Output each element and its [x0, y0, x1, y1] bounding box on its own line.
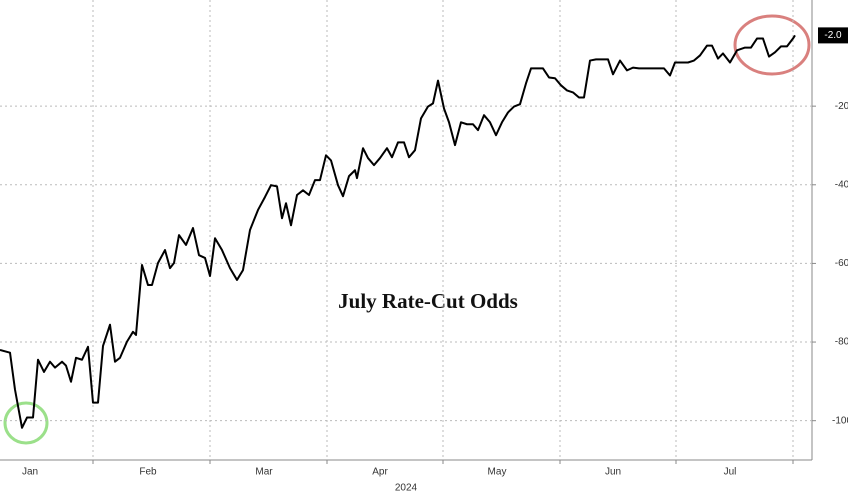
data-line: [0, 34, 796, 429]
plot-area: [0, 0, 812, 460]
x-tick-label: Jan: [22, 467, 38, 478]
y-tick-label: -80: [835, 337, 848, 348]
y-tick-label: -20: [835, 101, 848, 112]
x-tick-label: Jun: [605, 467, 621, 478]
x-axis-label: 2024: [395, 483, 418, 494]
y-tick-label: -60: [835, 258, 848, 269]
y-tick-label: -40: [835, 179, 848, 190]
y-tick-label: -100: [832, 415, 848, 426]
x-tick-label: Apr: [372, 467, 388, 478]
x-tick-label: Feb: [139, 467, 157, 478]
x-tick-label: Mar: [255, 467, 273, 478]
current-value-box: [818, 27, 848, 44]
x-tick-label: Jul: [724, 467, 737, 478]
chart-title: July Rate-Cut Odds: [338, 289, 518, 313]
x-tick-label: May: [488, 467, 507, 478]
highlight-circle: [733, 14, 811, 76]
highlight-circle: [3, 401, 49, 445]
current-value-label: -2.0: [824, 30, 842, 41]
